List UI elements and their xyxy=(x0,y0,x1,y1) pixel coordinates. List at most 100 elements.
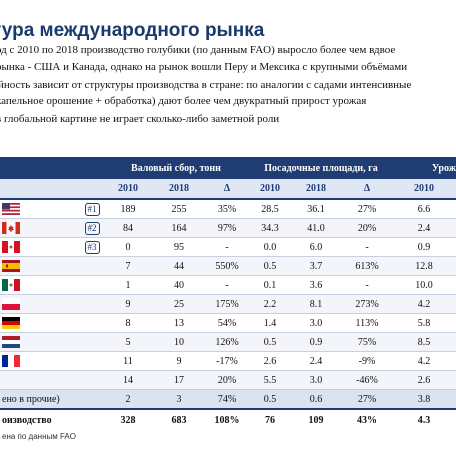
table-cell: 40 xyxy=(154,275,204,295)
table-cell: 2.4 xyxy=(392,218,456,238)
table-cell: 43% xyxy=(342,408,392,430)
table-cell: 8 xyxy=(102,313,154,333)
header-blank-rank xyxy=(82,157,102,179)
table-cell: 255 xyxy=(154,199,204,219)
table-cell: 41.0 xyxy=(290,218,342,238)
source-note: ена по данным FAO xyxy=(2,432,76,441)
flag-cell xyxy=(0,370,82,390)
table-cell: 108% xyxy=(204,408,250,430)
table-cell: 0.5 xyxy=(250,332,290,352)
header-gross: Валовый сбор, тонн xyxy=(102,157,250,179)
usa-flag-icon xyxy=(2,203,20,215)
table-cell: 6.6 xyxy=(392,199,456,219)
bullet-4: капельное орошение + обработка) дают бол… xyxy=(0,95,367,107)
table-cell: - xyxy=(204,275,250,295)
table-cell: 12.8 xyxy=(392,256,456,276)
table-cell: -9% xyxy=(342,351,392,371)
table-cell: 44 xyxy=(154,256,204,276)
table-cell: 683 xyxy=(154,408,204,430)
table-cell: 28.5 xyxy=(250,199,290,219)
table-cell: 2 xyxy=(102,389,154,410)
table-cell: 35% xyxy=(204,199,250,219)
subheader-blank-rank xyxy=(82,179,102,200)
bullet-2: рынка - США и Канада, однако на рынок во… xyxy=(0,61,408,73)
table-cell: 3.6 xyxy=(290,275,342,295)
table-cell: 4.2 xyxy=(392,351,456,371)
germany-flag-icon xyxy=(2,317,20,329)
table-cell: 0.1 xyxy=(250,275,290,295)
table-cell: 126% xyxy=(204,332,250,352)
rank-badge: #1 xyxy=(84,202,100,216)
table-cell: 550% xyxy=(204,256,250,276)
rank-cell xyxy=(82,351,102,371)
table-cell: 0.5 xyxy=(250,389,290,410)
table-cell: 20% xyxy=(204,370,250,390)
peru-flag-icon xyxy=(2,241,20,253)
table-cell: 4.2 xyxy=(392,294,456,314)
bullet-5: в глобальной картине не играет сколько-л… xyxy=(0,113,280,125)
table-row: #3 0 95-0.0 6.0-0.9 xyxy=(0,237,456,257)
table-cell: 175% xyxy=(204,294,250,314)
subheader-gross-2010: 2010 xyxy=(102,179,154,200)
rank-cell xyxy=(82,332,102,352)
table-cell: 0.9 xyxy=(392,237,456,257)
table-cell: 1.4 xyxy=(250,313,290,333)
table-row: 14 17 20% 5.5 3.0 -46% 2.6 xyxy=(0,370,456,390)
table-cell: 10 xyxy=(154,332,204,352)
flag-cell xyxy=(0,237,82,257)
table-cell: -17% xyxy=(204,351,250,371)
table-cell: 1 xyxy=(102,275,154,295)
rank-cell xyxy=(82,275,102,295)
flag-cell xyxy=(0,218,82,238)
page-title: тура международного рынка xyxy=(0,8,456,44)
table-cell: 11 xyxy=(102,351,154,371)
table-cell: 8.5 xyxy=(392,332,456,352)
table-cell: 109 xyxy=(290,408,342,430)
rank-cell xyxy=(82,370,102,390)
table-row: 7 44 550% 0.5 3.7 613% 12.8 xyxy=(0,256,456,276)
table-cell: 27% xyxy=(342,389,392,410)
table-cell: 74% xyxy=(204,389,250,410)
mexico-flag-icon xyxy=(2,279,20,291)
table-cell: 8.1 xyxy=(290,294,342,314)
table-cell: 164 xyxy=(154,218,204,238)
table-cell: 25 xyxy=(154,294,204,314)
rank-cell: #2 xyxy=(82,218,102,238)
table-cell: 328 xyxy=(102,408,154,430)
table-cell: 2.2 xyxy=(250,294,290,314)
flag-cell xyxy=(0,294,82,314)
table-cell: 17 xyxy=(154,370,204,390)
other-label: ено в прочие) xyxy=(0,389,102,410)
table-cell: 113% xyxy=(342,313,392,333)
subheader-blank xyxy=(0,179,82,200)
table-cell: 273% xyxy=(342,294,392,314)
rank-cell: #3 xyxy=(82,237,102,257)
table-row: #2 84 164 97% 34.3 41.0 20% 2.4 xyxy=(0,218,456,238)
rank-cell xyxy=(82,313,102,333)
header-blank xyxy=(0,157,82,179)
table-cell: - xyxy=(342,237,392,257)
flag-cell xyxy=(0,332,82,352)
table-row: 5 10 126% 0.5 0.9 75% 8.5 xyxy=(0,332,456,352)
flag-cell xyxy=(0,351,82,371)
table-cell: -46% xyxy=(342,370,392,390)
subheader-gross-2018: 2018 xyxy=(154,179,204,200)
table-cell: 4.3 xyxy=(392,408,456,430)
table-cell: 0.0 xyxy=(250,237,290,257)
table-cell: 14 xyxy=(102,370,154,390)
subheader-area-2010: 2010 xyxy=(250,179,290,200)
table-cell: 3.7 xyxy=(290,256,342,276)
table-cell: 75% xyxy=(342,332,392,352)
table-cell: 3.0 xyxy=(290,370,342,390)
table-cell: 0.9 xyxy=(290,332,342,352)
flag-cell xyxy=(0,256,82,276)
table-cell: 0.6 xyxy=(290,389,342,410)
table-cell: 10.0 xyxy=(392,275,456,295)
table-cell: 0 xyxy=(102,237,154,257)
flag-cell xyxy=(0,313,82,333)
table-cell: 27% xyxy=(342,199,392,219)
subheader-area-delta: Δ xyxy=(342,179,392,200)
table-cell: - xyxy=(204,237,250,257)
header-area: Посадочные площади, га xyxy=(250,157,392,179)
poland-flag-icon xyxy=(2,298,20,310)
